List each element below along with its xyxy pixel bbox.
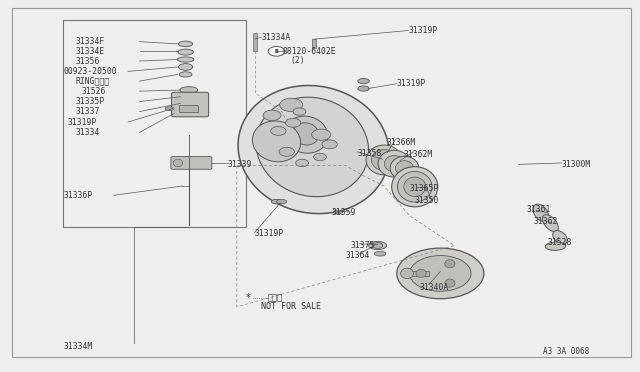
Ellipse shape [271, 199, 282, 204]
Ellipse shape [545, 242, 566, 250]
Bar [403, 271, 429, 276]
Text: 31375: 31375 [351, 241, 375, 250]
Text: 31361: 31361 [526, 205, 550, 214]
Text: B: B [275, 49, 278, 54]
Text: 31336P: 31336P [64, 191, 93, 200]
Text: 08120-6402E: 08120-6402E [283, 47, 337, 56]
Ellipse shape [390, 156, 419, 180]
Text: 31339: 31339 [228, 160, 252, 169]
Ellipse shape [284, 116, 328, 153]
Text: 31334E: 31334E [76, 47, 105, 56]
Text: 31337: 31337 [76, 107, 100, 116]
Text: 31358: 31358 [357, 149, 381, 158]
Ellipse shape [252, 121, 301, 162]
Ellipse shape [173, 159, 183, 167]
Circle shape [312, 129, 331, 140]
Ellipse shape [378, 150, 410, 177]
Ellipse shape [371, 150, 397, 170]
Ellipse shape [416, 269, 426, 278]
Bar [179, 105, 198, 112]
Text: 31350: 31350 [415, 196, 439, 205]
Text: *: * [246, 294, 251, 303]
Ellipse shape [374, 251, 386, 256]
Text: 31334F: 31334F [76, 37, 105, 46]
Ellipse shape [165, 107, 174, 110]
Ellipse shape [256, 97, 369, 197]
Text: A3 3A 0068: A3 3A 0068 [543, 347, 589, 356]
Text: 31319P: 31319P [397, 79, 426, 88]
Text: 31334: 31334 [76, 128, 100, 137]
Ellipse shape [385, 155, 404, 172]
FancyBboxPatch shape [171, 157, 212, 169]
Text: 31319P: 31319P [408, 26, 438, 35]
Circle shape [293, 108, 306, 115]
Text: 31334A: 31334A [261, 33, 291, 42]
Text: 31319P: 31319P [255, 229, 284, 238]
Ellipse shape [396, 161, 413, 176]
Circle shape [285, 118, 301, 127]
Text: 31319P: 31319P [68, 118, 97, 126]
Ellipse shape [445, 260, 455, 268]
Circle shape [279, 147, 294, 156]
Text: 31334M: 31334M [64, 342, 93, 351]
Text: 31362: 31362 [534, 217, 558, 226]
Ellipse shape [445, 279, 455, 287]
Ellipse shape [179, 72, 192, 77]
Circle shape [322, 140, 337, 149]
Text: 31300M: 31300M [562, 160, 591, 169]
Circle shape [263, 110, 281, 121]
Circle shape [410, 256, 471, 291]
Text: 00923-20500: 00923-20500 [64, 67, 118, 76]
Ellipse shape [392, 167, 438, 207]
Ellipse shape [179, 64, 193, 70]
Circle shape [314, 153, 326, 161]
Ellipse shape [401, 268, 413, 279]
FancyBboxPatch shape [172, 92, 209, 117]
Ellipse shape [293, 123, 319, 145]
Text: 31364: 31364 [346, 251, 370, 260]
Ellipse shape [179, 41, 193, 47]
Text: 31362M: 31362M [403, 150, 433, 159]
Text: NOT FOR SALE: NOT FOR SALE [261, 302, 321, 311]
Ellipse shape [543, 215, 558, 232]
Circle shape [397, 248, 484, 299]
Ellipse shape [404, 177, 426, 196]
Ellipse shape [177, 57, 194, 62]
Ellipse shape [533, 204, 548, 221]
Ellipse shape [178, 49, 193, 55]
Ellipse shape [179, 93, 198, 100]
Text: 31526: 31526 [82, 87, 106, 96]
Ellipse shape [397, 171, 432, 202]
Text: 31356: 31356 [76, 57, 100, 65]
Bar [63, 20, 246, 227]
Bar [312, 39, 316, 48]
Circle shape [268, 46, 285, 56]
Ellipse shape [553, 231, 567, 244]
Circle shape [296, 159, 308, 167]
Text: 31528: 31528 [548, 238, 572, 247]
Circle shape [372, 243, 383, 248]
Text: (2): (2) [290, 56, 305, 65]
Circle shape [280, 98, 303, 112]
Text: 31335P: 31335P [76, 97, 105, 106]
Ellipse shape [319, 105, 383, 194]
Text: 未販売: 未販売 [268, 293, 282, 302]
Ellipse shape [358, 78, 369, 84]
Ellipse shape [179, 99, 199, 108]
Text: RINGリング: RINGリング [76, 77, 109, 86]
Circle shape [271, 126, 286, 135]
Text: 31359: 31359 [332, 208, 356, 217]
Text: 31366M: 31366M [387, 138, 416, 147]
Ellipse shape [358, 86, 369, 91]
Ellipse shape [180, 87, 198, 93]
Ellipse shape [276, 199, 287, 204]
Ellipse shape [333, 210, 342, 214]
Text: 31365P: 31365P [410, 185, 439, 193]
Ellipse shape [238, 86, 389, 214]
Ellipse shape [369, 241, 387, 250]
Ellipse shape [366, 145, 402, 175]
Text: 31340A: 31340A [420, 283, 449, 292]
Bar [253, 33, 257, 51]
